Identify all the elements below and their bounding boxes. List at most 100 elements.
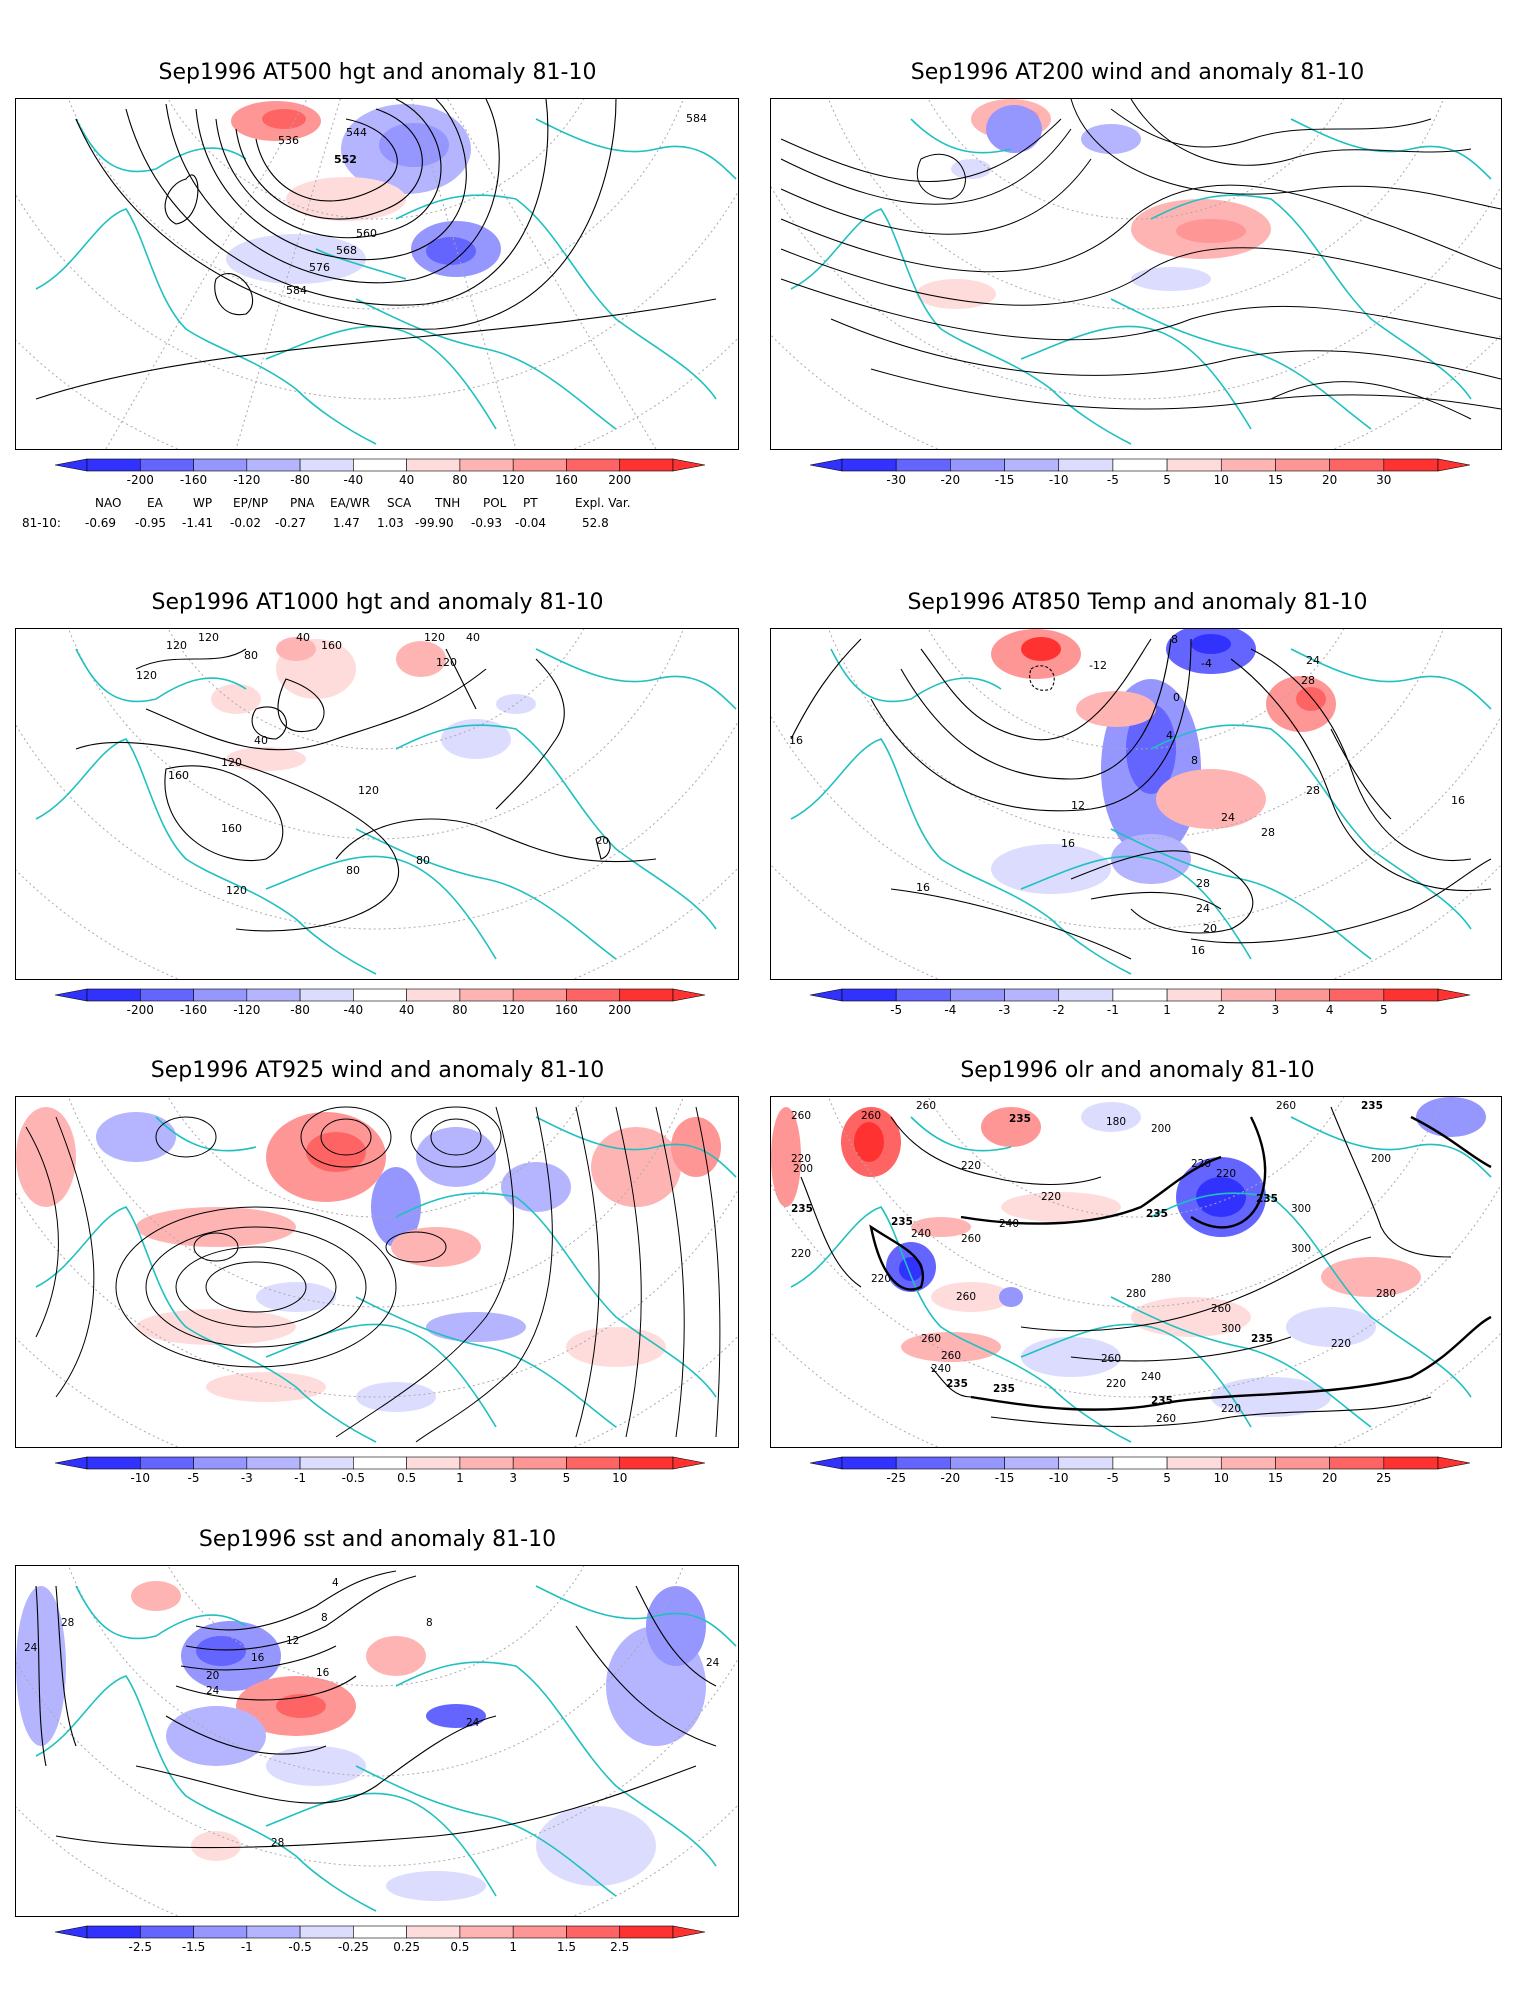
contour-label: 260 [961,1233,981,1245]
colorbar-svg: -5 -4 -3 -2 -1 1 2 3 4 5 [809,988,1471,1017]
contour-label: 16 [1061,837,1075,850]
contour-label: 24 [706,1657,720,1669]
colorbar-swatch [86,1456,141,1470]
colorbar-label: 120 [502,473,525,487]
contour-label: 200 [793,1163,813,1175]
colorbar-label: -200 [127,1003,154,1017]
contour-label: 80 [346,864,360,877]
colorbar-label: -30 [886,473,906,487]
contour-label: 235 [1009,1113,1031,1125]
index-header: PT [523,496,538,510]
contour-label: 160 [168,769,189,782]
index-value: 52.8 [582,516,609,530]
colorbar-arrow-right [1437,1456,1471,1470]
colorbar-label: -1 [1107,1003,1119,1017]
colorbar-swatch [566,1925,621,1939]
contour-label: 28 [1301,674,1315,687]
contour-label: 220 [1106,1378,1126,1390]
colorbar-label: -20 [941,473,961,487]
colorbar-swatch [1112,988,1168,1002]
colorbar-arrow-right [1437,988,1471,1002]
contour-label: 260 [916,1100,936,1112]
colorbar-swatch [139,1456,194,1470]
contour-label: 544 [346,126,367,139]
colorbar-label: 40 [399,1003,414,1017]
panel-sst: Sep1996 sst and anomaly 81-10 [15,1527,740,1962]
index-header: EA [147,496,163,510]
contour-label: 16 [251,1652,265,1664]
contour-labels: 24 28 4 8 12 16 20 24 16 8 24 24 28 [24,1577,720,1849]
colorbar-swatch [895,988,951,1002]
colorbar-label: -40 [344,1003,364,1017]
contour-label: 235 [993,1383,1015,1395]
anomaly-shading [916,99,1271,309]
colorbar-label: -5 [188,1471,200,1485]
contour-label: 260 [1276,1100,1296,1112]
panel-title: Sep1996 AT1000 hgt and anomaly 81-10 [151,590,604,615]
contour-label: 200 [1371,1153,1391,1165]
contour-label: 280 [1376,1288,1396,1300]
contour-label: 120 [424,631,445,644]
colorbar-swatch [299,1456,354,1470]
contour-label: 16 [1451,794,1465,807]
contour-label: 28 [271,1837,284,1849]
colorbar-label: 5 [1163,1471,1171,1485]
colorbar-arrow-right [672,1925,706,1939]
colorbar-swatch [1275,458,1330,472]
index-value: -1.41 [182,516,214,530]
sst-contours [35,1570,717,1849]
coastlines [790,1116,1492,1443]
contour-label: 260 [921,1333,941,1345]
colorbar-swatch [459,1925,514,1939]
index-value: 1.03 [377,516,404,530]
anomaly-shading [991,629,1336,894]
colorbar: -200 -160 -120 -80 -40 40 80 120 160 200 [54,988,706,1019]
colorbar-swatch [299,1925,354,1939]
colorbar-label: -120 [233,473,260,487]
colorbar-label: -1 [241,1940,253,1954]
panel-at200: Sep1996 AT200 wind and anomaly 81-10 [770,60,1505,487]
contour-label: 28 [1196,877,1210,890]
colorbar-svg: -2.5 -1.5 -1 -0.5 -0.25 0.25 0.5 1 1.5 2.5 [54,1925,706,1954]
contour-label: 220 [1041,1191,1061,1203]
coastlines [35,1585,737,1912]
colorbar-label: -120 [233,1003,260,1017]
colorbar-swatch [353,1456,407,1470]
colorbar-swatch [86,458,141,472]
contour-label: 120 [226,884,247,897]
colorbar-swatch [139,1925,194,1939]
contour-label: 260 [1211,1303,1231,1315]
map-sst: 24 28 4 8 12 16 20 24 16 8 24 24 28 [15,1565,739,1917]
colorbar-label: 20 [1322,1471,1337,1485]
index-value: -0.93 [471,516,503,530]
colorbar-arrow-left [54,458,88,472]
contour-label: 20 [1203,922,1217,935]
contour-label: 235 [1361,1100,1383,1112]
colorbar-label: -10 [130,1471,150,1485]
colorbar-swatch [459,988,514,1002]
contour-label: 235 [791,1203,813,1215]
colorbar-arrow-left [54,1925,88,1939]
contour-label: 552 [334,153,357,166]
colorbar-swatch [139,988,194,1002]
contour-label: 220 [1331,1338,1351,1350]
graticule [771,99,1501,449]
colorbar-label: -20 [941,1471,961,1485]
colorbar-swatch [406,458,461,472]
index-value: -0.04 [515,516,547,530]
colorbar-label: 20 [1322,473,1337,487]
colorbar-swatch [1220,1456,1276,1470]
colorbar-swatch [1220,988,1276,1002]
contour-label: 220 [871,1273,891,1285]
panel-title: Sep1996 AT200 wind and anomaly 81-10 [910,60,1365,85]
contour-label: 8 [1191,754,1198,767]
colorbar-swatch [1383,458,1439,472]
colorbar-label: 120 [502,1003,525,1017]
colorbar-swatch [512,988,567,1002]
contour-label: 180 [1106,1116,1126,1128]
colorbar-label: -1 [294,1471,306,1485]
colorbar-label: -10 [1049,1471,1069,1485]
colorbar-arrow-left [809,1456,843,1470]
colorbar-swatch [1112,1456,1168,1470]
contour-label: 24 [1221,811,1235,824]
